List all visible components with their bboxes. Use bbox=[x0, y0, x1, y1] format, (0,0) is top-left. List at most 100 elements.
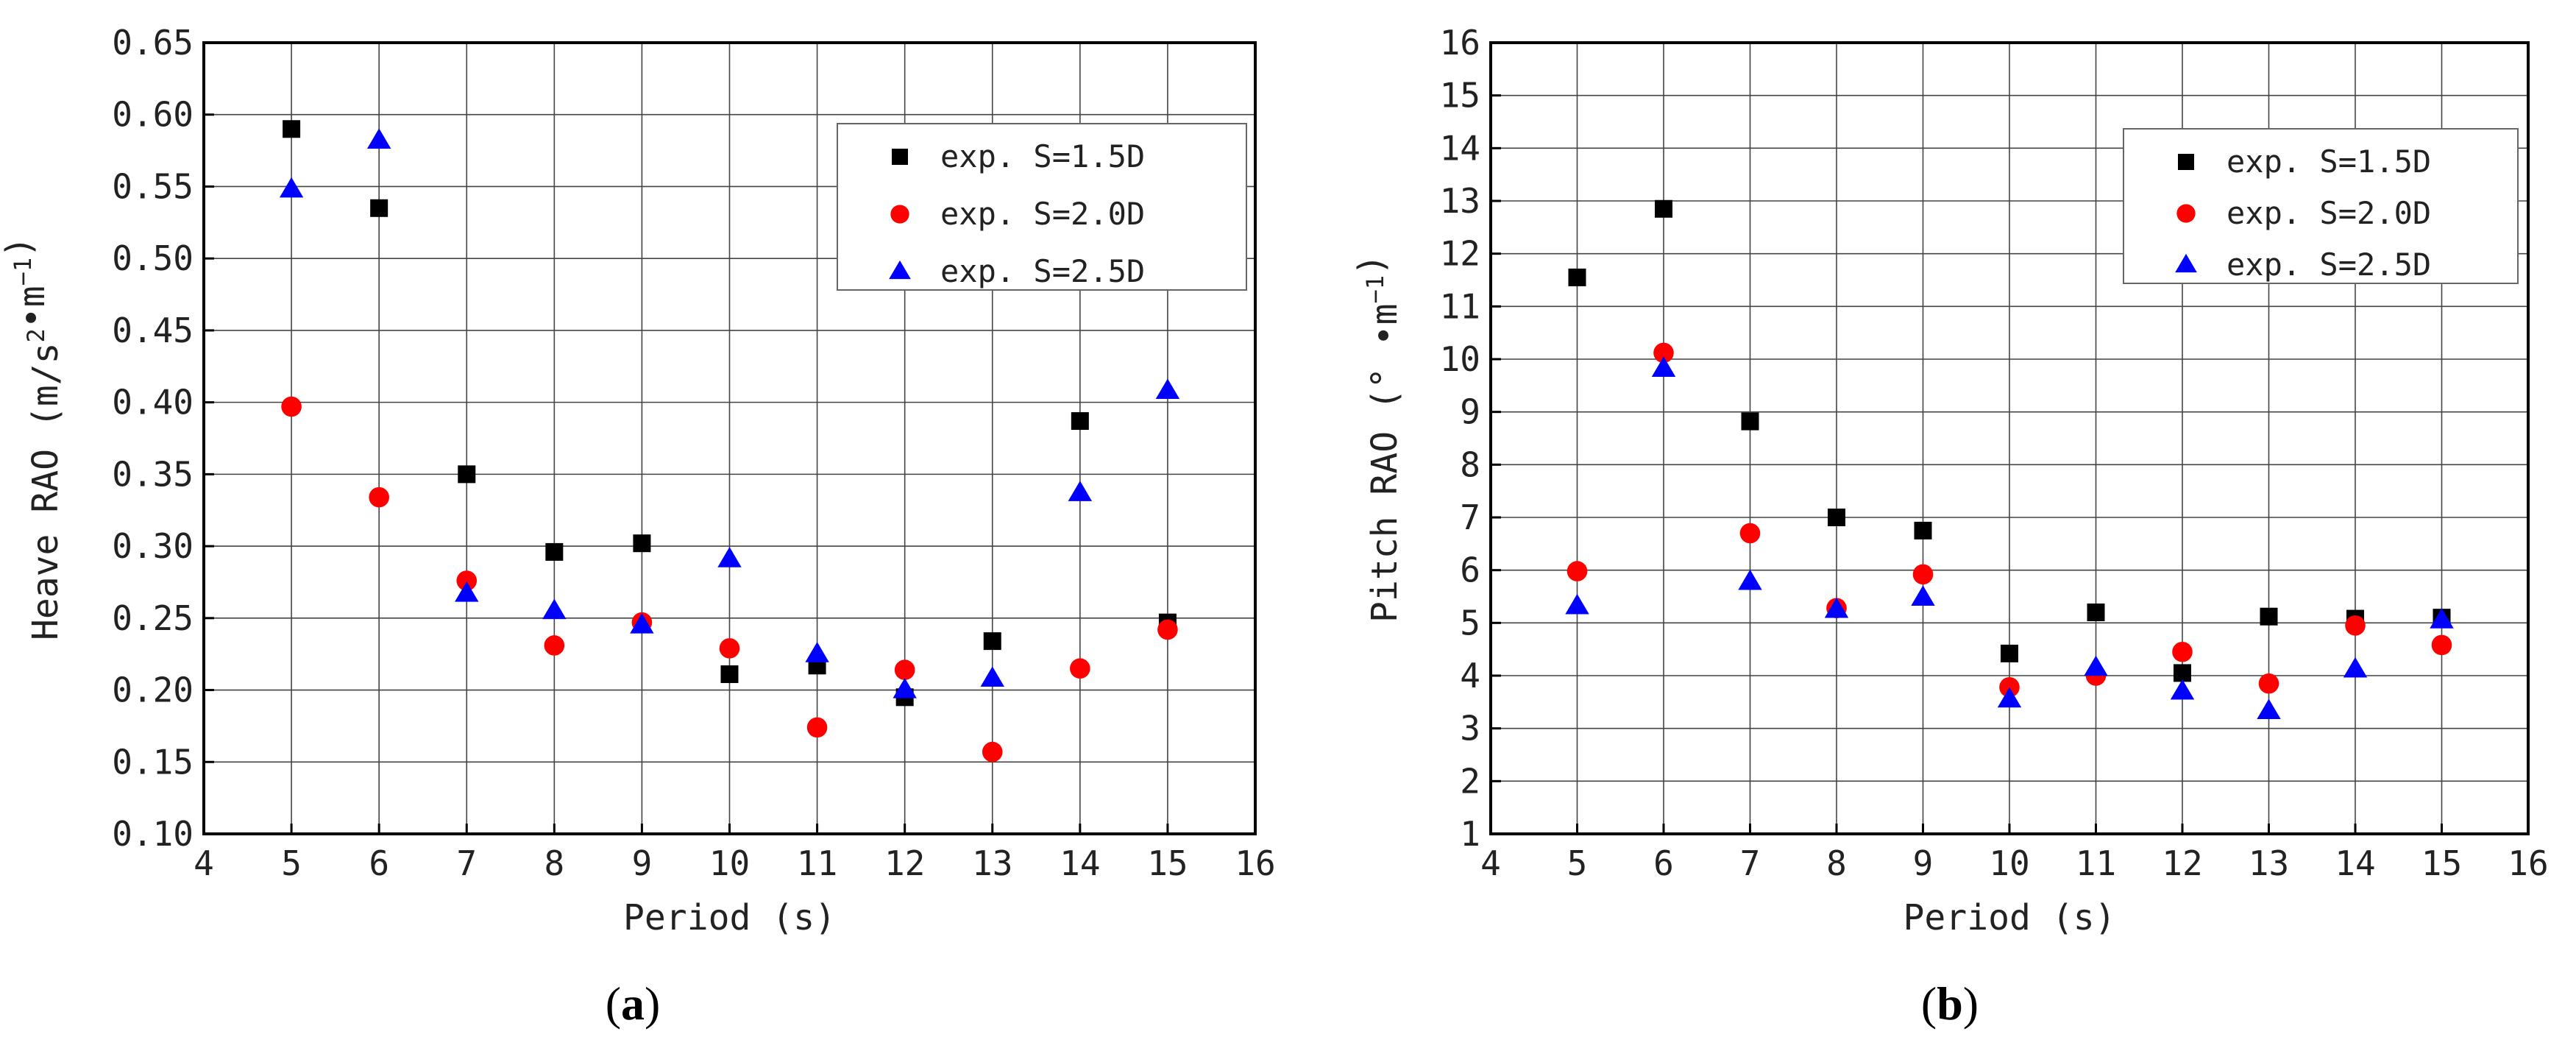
data-point bbox=[2087, 604, 2105, 621]
data-point bbox=[1655, 199, 1672, 218]
x-tick-label: 15 bbox=[2421, 843, 2462, 883]
x-tick-label: 8 bbox=[544, 843, 564, 883]
data-point bbox=[281, 396, 302, 417]
y-tick-label: 2 bbox=[1460, 761, 1480, 801]
legend-label: exp. S=1.5D bbox=[2226, 144, 2431, 180]
data-point bbox=[2001, 644, 2018, 662]
y-tick-label: 6 bbox=[1460, 551, 1480, 590]
y-axis-title-superscript: −1 bbox=[9, 258, 37, 286]
x-tick-label: 7 bbox=[456, 843, 477, 883]
data-point bbox=[717, 547, 742, 567]
data-point bbox=[2257, 698, 2281, 720]
y-tick-label: 3 bbox=[1460, 709, 1480, 749]
y-axis-title-part: Pitch RAO (° •m bbox=[1364, 303, 1405, 622]
x-tick-label: 8 bbox=[1826, 843, 1847, 883]
data-point bbox=[283, 120, 301, 138]
y-tick-label: 0.10 bbox=[112, 814, 194, 854]
y-tick-label: 0.40 bbox=[112, 383, 194, 422]
data-point bbox=[1738, 569, 1762, 590]
data-point bbox=[1155, 378, 1180, 400]
panel-label: (a) bbox=[606, 977, 661, 1030]
y-tick-label: 0.55 bbox=[112, 166, 194, 206]
data-point bbox=[806, 717, 828, 738]
data-point bbox=[1824, 597, 1849, 618]
data-point bbox=[633, 534, 651, 553]
y-tick-label: 0.50 bbox=[112, 238, 194, 278]
data-point bbox=[2174, 664, 2191, 682]
data-point bbox=[1157, 619, 1178, 640]
data-point bbox=[545, 542, 564, 561]
y-tick-label: 5 bbox=[1460, 603, 1480, 643]
data-point bbox=[1828, 509, 1845, 526]
data-point bbox=[894, 659, 915, 680]
data-point bbox=[458, 465, 476, 484]
y-axis-title-part: •m bbox=[12, 286, 53, 328]
data-point bbox=[1911, 585, 1935, 606]
data-point bbox=[1566, 561, 1588, 581]
y-tick-label: 0.25 bbox=[112, 598, 194, 638]
x-tick-label: 6 bbox=[1653, 843, 1674, 883]
y-tick-label: 10 bbox=[1440, 339, 1480, 379]
legend-marker bbox=[892, 149, 908, 165]
data-point bbox=[2343, 657, 2368, 678]
y-tick-label: 7 bbox=[1460, 498, 1480, 537]
data-point bbox=[805, 642, 829, 662]
data-point bbox=[2258, 673, 2279, 694]
panel-label-letter: b bbox=[1937, 977, 1963, 1030]
legend: exp. S=1.5D exp. S=2.0D exp. S=2.5D bbox=[837, 123, 1247, 291]
data-point bbox=[2345, 615, 2366, 636]
y-axis-title-part: ) bbox=[1351, 254, 1392, 275]
x-tick-label: 14 bbox=[2335, 843, 2375, 883]
y-tick-label: 8 bbox=[1460, 445, 1480, 484]
x-tick-label: 4 bbox=[1480, 843, 1501, 883]
y-tick-label: 0.45 bbox=[112, 311, 194, 350]
x-tick-label: 10 bbox=[709, 843, 750, 883]
y-tick-label: 0.65 bbox=[112, 23, 194, 63]
data-point bbox=[544, 635, 565, 656]
data-point bbox=[2431, 634, 2452, 656]
legend-marker bbox=[2178, 154, 2194, 170]
y-axis-title-superscript: −1 bbox=[1361, 275, 1389, 304]
data-point bbox=[1914, 521, 1932, 539]
data-point bbox=[720, 665, 739, 684]
x-tick-label: 12 bbox=[884, 843, 925, 883]
y-tick-label: 16 bbox=[1440, 23, 1480, 63]
data-point bbox=[2172, 641, 2193, 662]
data-point bbox=[279, 177, 304, 198]
pitch-rao-chart: 4 5 6 7 8 9 10 11 12 13 14 15 1612345678910111213141… bbox=[1351, 23, 2549, 1030]
data-point bbox=[719, 638, 740, 659]
x-tick-label: 5 bbox=[281, 843, 302, 883]
y-tick-label: 12 bbox=[1440, 234, 1480, 274]
x-tick-label: 15 bbox=[1147, 843, 1188, 883]
x-tick-label: 12 bbox=[2162, 843, 2202, 883]
data-point bbox=[1068, 481, 1093, 501]
data-point bbox=[2170, 679, 2195, 700]
panel-label-close: ) bbox=[1963, 977, 1979, 1030]
data-point bbox=[2430, 608, 2454, 629]
data-point bbox=[2084, 655, 2108, 676]
y-tick-label: 1 bbox=[1460, 814, 1480, 854]
panel-label: (b) bbox=[1921, 977, 1979, 1030]
data-point bbox=[630, 613, 654, 634]
x-axis-title: Period (s) bbox=[1903, 897, 2116, 938]
data-point bbox=[1568, 268, 1586, 286]
heave-rao-chart: 4 5 6 7 8 9 10 11 12 13 14 15 16 0.10 0.15 0.20 0.25 0.30… bbox=[0, 23, 1276, 1030]
data-point bbox=[2260, 607, 2278, 626]
y-tick-label: 11 bbox=[1440, 286, 1480, 326]
y-tick-label: 4 bbox=[1460, 656, 1480, 696]
y-tick-label: 15 bbox=[1440, 76, 1480, 116]
legend-marker bbox=[889, 260, 911, 280]
legend-marker bbox=[2175, 253, 2197, 273]
x-tick-label: 10 bbox=[1989, 843, 2029, 883]
legend-label: exp. S=2.5D bbox=[2226, 247, 2431, 283]
y-axis-title-part: Heave RAO (m/s bbox=[25, 342, 66, 640]
data-point bbox=[369, 486, 389, 508]
data-point bbox=[983, 632, 1001, 651]
y-tick-label: 14 bbox=[1440, 128, 1480, 168]
y-axis-title: Heave RAO (m/s2•m−1) bbox=[0, 236, 66, 640]
panel-label-close: ) bbox=[645, 977, 660, 1030]
x-tick-label: 5 bbox=[1567, 843, 1588, 883]
x-tick-label: 11 bbox=[797, 843, 837, 883]
data-point bbox=[1912, 564, 1934, 585]
